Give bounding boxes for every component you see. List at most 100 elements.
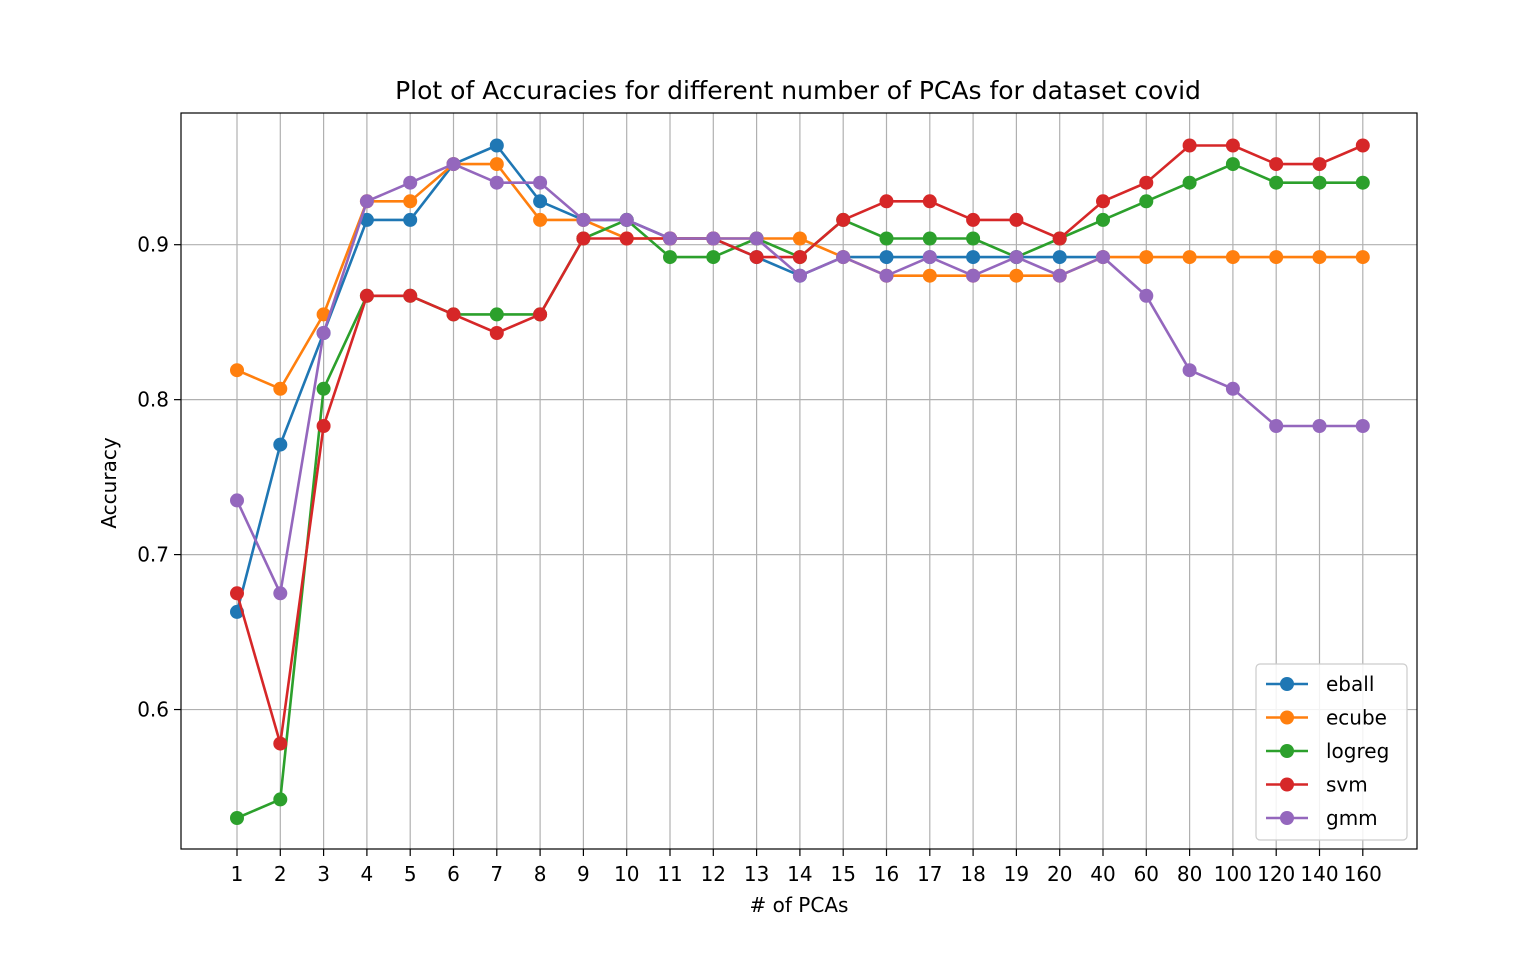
data-point-svm [792,250,807,265]
data-point-gmm [749,231,764,246]
plot-frame [180,112,1418,850]
data-point-gmm [966,268,981,283]
data-point-eball [966,250,981,265]
data-point-ecube [316,307,331,322]
y-tick-label: 0.6 [137,698,169,722]
data-point-gmm [576,212,591,227]
x-tick-label: 13 [744,862,769,886]
data-point-gmm [1139,288,1154,303]
data-point-gmm [922,250,937,265]
data-point-gmm [446,157,461,172]
data-point-logreg [1312,175,1327,190]
data-point-svm [879,194,894,209]
x-tick-label: 15 [830,862,855,886]
data-point-svm [403,288,418,303]
data-point-logreg [1225,157,1240,172]
data-point-ecube [1182,250,1197,265]
y-tick-label: 0.7 [137,543,169,567]
x-tick-label: 11 [657,862,682,886]
x-tick-label: 7 [490,862,503,886]
legend-item-ecube: ecube [1266,706,1387,730]
data-point-logreg [1182,175,1197,190]
data-point-svm [359,288,374,303]
legend-box [1255,663,1408,841]
x-tick-label: 1 [231,862,244,886]
legend-item-gmm: gmm [1266,806,1378,830]
y-tick-label: 0.9 [137,233,169,257]
data-point-svm [1096,194,1110,209]
data-point-gmm [879,268,894,283]
y-tick-label: 0.8 [137,388,169,412]
data-point-svm [1139,175,1154,190]
data-point-logreg [1269,175,1284,190]
data-point-gmm [1096,250,1110,265]
data-point-svm [1269,157,1284,172]
data-point-gmm [1182,363,1197,378]
legend: eball ecube logreg svm gmm [1255,663,1408,841]
data-point-eball [403,212,418,227]
data-point-svm [230,586,244,601]
data-point-svm [446,307,461,322]
x-tick-label: 17 [917,862,942,886]
data-point-gmm [836,250,851,265]
data-point-ecube [489,157,504,172]
data-point-svm [749,250,764,265]
data-point-ecube [1009,268,1024,283]
data-point-logreg [706,250,721,265]
x-tick-label: 8 [534,862,547,886]
data-point-ecube [533,212,548,227]
legend-label: eball [1326,672,1374,696]
data-point-eball [359,212,374,227]
x-axis-label: # of PCAs [750,893,849,917]
x-tick-label: 12 [701,862,726,886]
x-tick-label: 5 [404,862,417,886]
legend-marker [1280,777,1294,792]
data-point-svm [1009,212,1024,227]
data-point-svm [966,212,981,227]
data-point-svm [922,194,937,209]
legend-item-eball: eball [1266,672,1374,696]
data-point-eball [879,250,894,265]
data-point-logreg [879,231,894,246]
data-point-gmm [619,212,634,227]
x-tick-label: 120 [1257,862,1295,886]
data-point-logreg [922,231,937,246]
data-point-gmm [1052,268,1067,283]
data-point-gmm [403,175,418,190]
data-point-logreg [230,811,244,825]
x-tick-label: 80 [1177,862,1202,886]
series-gmm [230,157,1370,601]
data-point-ecube [273,381,288,396]
data-point-gmm [230,493,244,508]
data-point-gmm [359,194,374,209]
data-point-gmm [533,175,548,190]
legend-label: gmm [1326,806,1378,830]
tick-layer: 1 2 3 4 5 6 7 8 9 10 11 12 13 14 15 16 17 18 19 20 40 60 80 100… [137,233,1382,886]
data-point-logreg [1139,194,1154,209]
data-point-logreg [663,250,677,265]
data-point-gmm [792,268,807,283]
data-point-svm [1355,138,1370,153]
x-tick-label: 100 [1214,862,1252,886]
data-point-svm [1312,157,1327,172]
x-tick-label: 10 [614,862,639,886]
data-point-svm [619,231,634,246]
data-point-logreg [966,231,981,246]
legend-item-svm: svm [1266,773,1368,797]
x-tick-label: 40 [1090,862,1115,886]
data-point-ecube [1225,250,1240,265]
x-tick-label: 9 [577,862,590,886]
series-svm [230,138,1370,751]
series-layer [230,138,1370,825]
data-point-svm [489,326,504,340]
data-point-gmm [273,586,288,601]
data-point-logreg [273,792,288,807]
data-point-ecube [403,194,418,209]
data-point-gmm [1312,419,1327,433]
data-point-gmm [1225,381,1240,396]
x-tick-label: 4 [361,862,374,886]
data-point-gmm [1269,419,1284,433]
legend-marker [1280,811,1294,825]
chart-title: Plot of Accuracies for different number … [395,76,1201,105]
legend-marker [1280,710,1294,725]
